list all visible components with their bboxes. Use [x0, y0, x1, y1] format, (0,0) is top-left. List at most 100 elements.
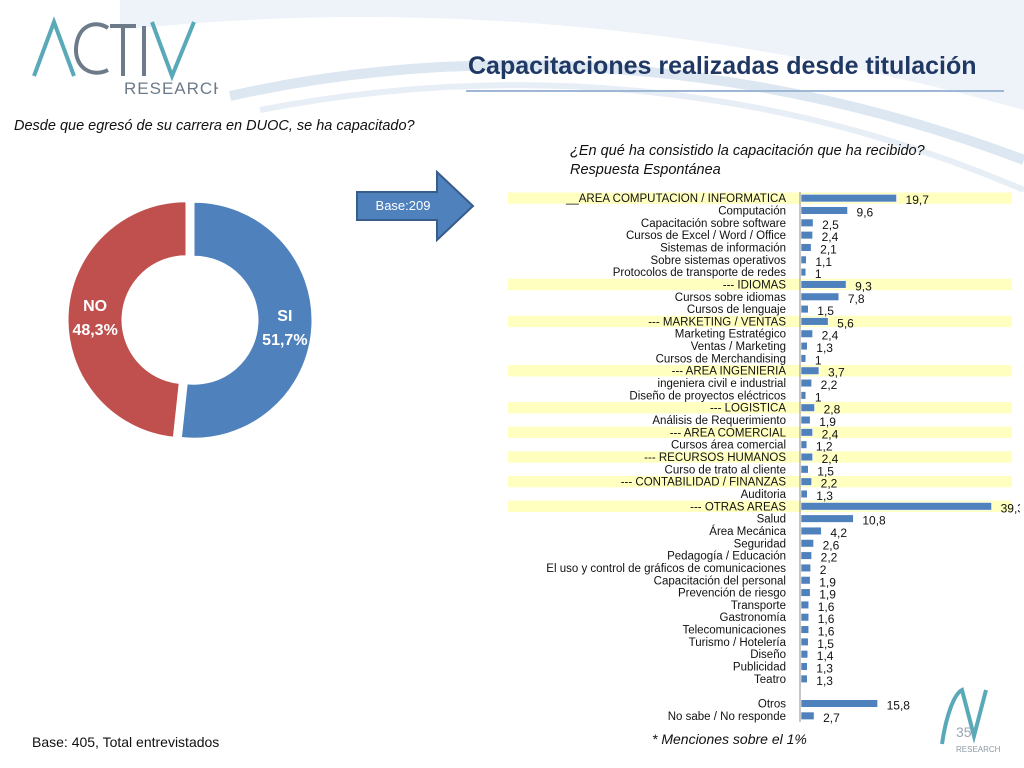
donut-value-label: 48,3% — [72, 322, 117, 339]
left-question: Desde que egresó de su carrera en DUOC, … — [14, 118, 415, 134]
bar — [801, 256, 806, 264]
bar-category-label: --- AREA INGENIERIA — [672, 366, 787, 378]
bar — [801, 404, 815, 412]
donut-value-label: 51,7% — [262, 332, 307, 349]
title-underline — [466, 90, 1004, 92]
bar — [801, 663, 807, 671]
bar — [801, 219, 813, 227]
bar-value-label: 1,3 — [816, 489, 833, 503]
bar-category-label: Seguridad — [734, 538, 786, 550]
bar-category-label: --- CONTABILIDAD / FINANZAS — [621, 477, 787, 489]
bar-category-label: Auditoria — [741, 489, 787, 501]
bar-value-label: 1 — [815, 353, 822, 367]
bar — [801, 244, 811, 252]
bar — [801, 281, 846, 289]
bar-category-label: Ventas / Marketing — [691, 341, 786, 353]
bar-category-label: --- RECURSOS HUMANOS — [644, 452, 786, 464]
bar — [801, 700, 878, 708]
bar-category-label: --- OTRAS AREAS — [690, 501, 786, 513]
bar-value-label: 7,8 — [848, 292, 865, 306]
bar-category-label: Capacitación sobre software — [641, 218, 786, 230]
bar-value-label: 1 — [815, 267, 822, 281]
donut-category-label: NO — [83, 298, 107, 315]
bar — [801, 355, 806, 363]
bar-value-label: 5,6 — [837, 316, 854, 330]
bar — [801, 675, 807, 683]
page-title: Capacitaciones realizadas desde titulaci… — [468, 52, 1008, 81]
right-question: ¿En qué ha consistido la capacitación qu… — [570, 142, 925, 180]
bar — [801, 379, 812, 387]
bar — [801, 416, 810, 424]
bar-category-label: Otros — [758, 699, 786, 711]
bar-category-label: Área Mecánica — [709, 525, 786, 538]
base-note: Base: 405, Total entrevistados — [32, 734, 219, 750]
bar-category-label: Teatro — [754, 674, 786, 686]
donut-category-label: SI — [277, 308, 292, 325]
bar-category-label: Marketing Estratégico — [675, 329, 786, 341]
bar-value-label: 10,8 — [862, 514, 886, 528]
bar-category-label: Cursos de Excel / Word / Office — [626, 230, 786, 242]
bar — [801, 576, 810, 584]
activa-research-logo: RESEARCH — [28, 14, 218, 100]
bar — [801, 626, 809, 634]
bar-category-label: Sobre sistemas operativos — [650, 255, 786, 267]
bar-category-label: --- MARKETING / VENTAS — [648, 316, 786, 328]
bar-value-label: 1,3 — [816, 674, 833, 688]
menciones-note: * Menciones sobre el 1% — [652, 731, 807, 747]
bar — [801, 638, 808, 646]
bar-value-label: 1 — [815, 390, 822, 404]
bar — [801, 589, 810, 597]
bar — [801, 712, 814, 720]
bar — [801, 552, 812, 560]
bar-category-label: Gastronomía — [720, 612, 787, 624]
bar — [801, 441, 807, 449]
bar — [801, 268, 806, 276]
bar — [801, 392, 806, 400]
donut-chart: SI 51,7% NO 48,3% — [40, 190, 340, 460]
bar-category-label: --- IDIOMAS — [723, 279, 787, 291]
bar — [801, 305, 808, 313]
bar-value-label: 2,2 — [821, 378, 838, 392]
bar-value-label: 15,8 — [887, 699, 911, 713]
bar-category-label: Prevención de riesgo — [678, 588, 786, 600]
bar-category-label: --- AREA COMERCIAL — [670, 427, 787, 439]
bar — [801, 342, 807, 350]
bar-category-label: Cursos área comercial — [671, 440, 786, 452]
bar — [801, 293, 839, 301]
bar — [801, 478, 812, 486]
bar-category-label: Capacitación del personal — [654, 575, 786, 587]
bar-value-label: 1,5 — [817, 304, 834, 318]
bar-category-label: Transporte — [731, 600, 786, 612]
corner-logo: RESEARCH — [934, 686, 1014, 756]
bar — [801, 601, 809, 609]
base-label: Base:209 — [358, 198, 448, 213]
bar — [801, 429, 813, 437]
bar — [801, 330, 813, 338]
bar — [801, 194, 897, 202]
bar-value-label: 2,7 — [823, 711, 840, 725]
bar-category-label: Computación — [718, 205, 786, 217]
horizontal-bar-chart: __AREA COMPUTACION / INFORMATICAComputac… — [496, 186, 1020, 726]
right-question-line2: Respuesta Espontánea — [570, 161, 925, 180]
bar — [801, 502, 992, 510]
bar — [801, 207, 848, 215]
logo-subtitle: RESEARCH — [124, 79, 218, 98]
bar-category-label: El uso y control de gráficos de comunica… — [546, 563, 786, 575]
bar — [801, 527, 821, 535]
bar-category-label: No sabe / No responde — [668, 711, 786, 723]
bar-category-label: Publicidad — [733, 662, 786, 674]
right-question-line1: ¿En qué ha consistido la capacitación qu… — [570, 142, 925, 161]
bar — [801, 453, 813, 461]
bar — [801, 515, 853, 523]
bar-category-label: Sistemas de información — [660, 242, 786, 254]
bar-category-label: Salud — [757, 514, 786, 526]
bar-category-label: Cursos de Merchandising — [656, 353, 786, 365]
bar — [801, 650, 808, 658]
bar — [801, 231, 813, 239]
bar — [801, 490, 807, 498]
corner-logo-subtitle: RESEARCH — [956, 745, 1001, 754]
bar — [801, 613, 809, 621]
bar — [801, 564, 811, 572]
bar — [801, 539, 814, 547]
bar-value-label: 9,6 — [857, 205, 874, 219]
